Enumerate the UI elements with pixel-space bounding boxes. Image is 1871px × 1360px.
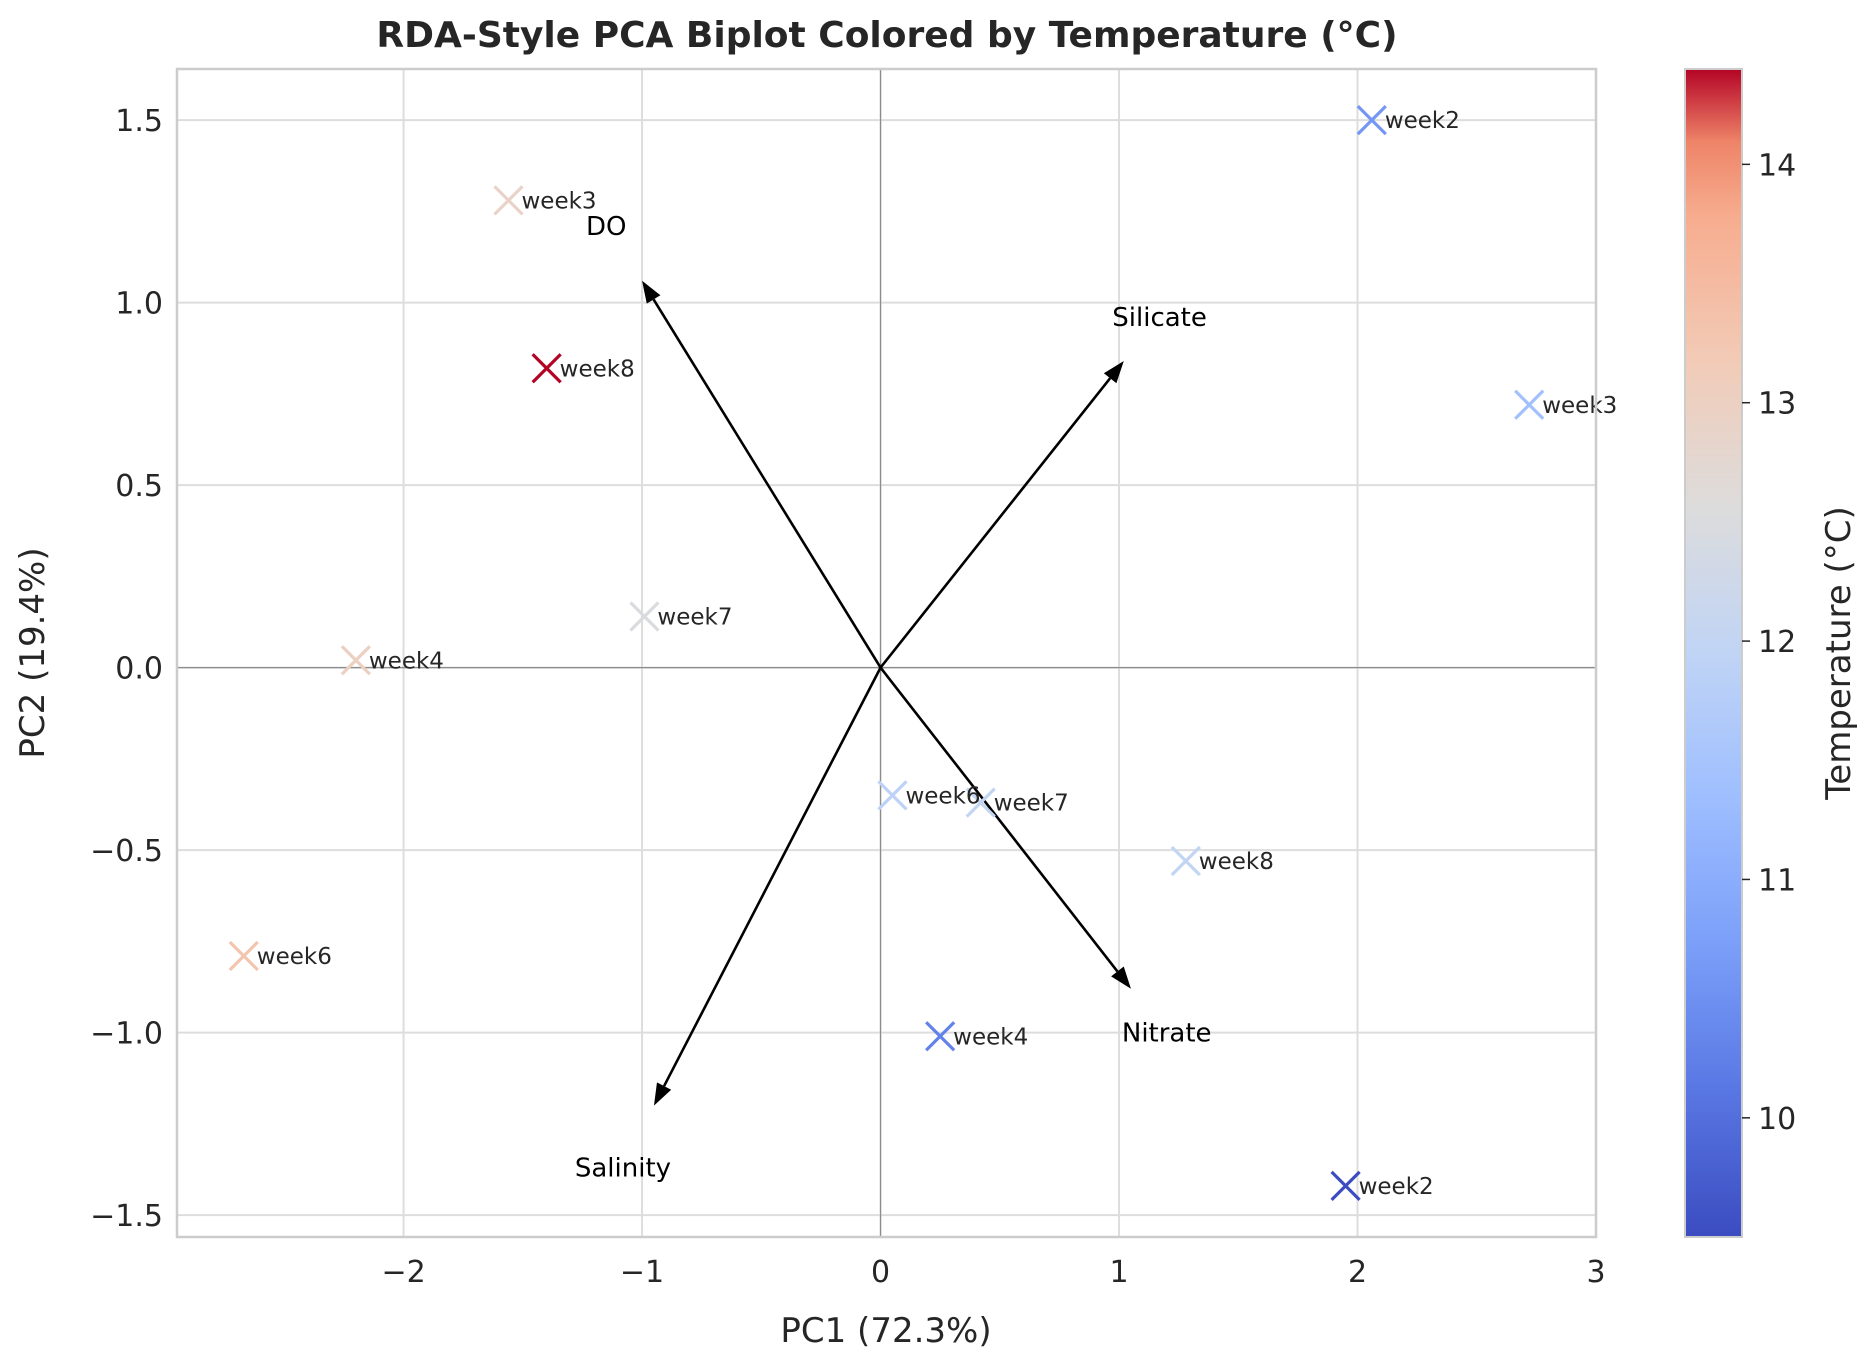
colorbar-title: Temperature (°C): [1819, 506, 1859, 800]
data-point: [877, 780, 908, 811]
point-marker-stroke: [965, 787, 996, 818]
point-marker-stroke: [340, 645, 371, 676]
loading-arrowhead: [1111, 966, 1131, 989]
data-point: [493, 185, 524, 216]
zero-lines: [177, 69, 1596, 1237]
y-tick-label: −1.0: [90, 1017, 163, 1052]
loading-label: DO: [586, 212, 627, 242]
colorbar-tick-label: 10: [1758, 1102, 1796, 1137]
loading-arrow-line: [652, 298, 882, 669]
score-points: [228, 104, 1545, 1202]
loading-arrow-line: [879, 377, 1112, 669]
point-marker-stroke: [877, 780, 908, 811]
data-point: [340, 645, 371, 676]
loading-label: Nitrate: [1122, 1019, 1212, 1049]
point-marker-stroke: [1330, 1170, 1361, 1202]
point-label: week4: [369, 648, 444, 674]
y-tick-label: −0.5: [90, 834, 163, 869]
loading-arrowhead: [653, 1082, 672, 1106]
colorbar-tick-label: 11: [1758, 863, 1796, 898]
x-tick-label: −1: [620, 1255, 664, 1290]
point-marker-stroke: [1356, 104, 1387, 136]
loading-arrowhead: [642, 280, 661, 304]
y-tick-label: 1.5: [115, 104, 163, 139]
data-point: [925, 1021, 956, 1052]
loading-labels: DO Silicate Nitrate Salinity: [575, 212, 1212, 1184]
data-point: [965, 787, 996, 818]
point-label: week3: [521, 188, 596, 214]
y-tick-label: 0.5: [115, 469, 163, 504]
x-axis-title: PC1 (72.3%): [780, 1311, 991, 1351]
data-point: [228, 940, 259, 972]
plot-frame: [175, 67, 1598, 1239]
data-point: [1514, 389, 1545, 420]
point-marker-stroke: [1514, 389, 1545, 420]
colorbar-tick-label: 13: [1758, 387, 1796, 422]
point-marker-stroke: [531, 353, 562, 384]
point-label: week7: [994, 791, 1069, 817]
point-marker-stroke: [1170, 845, 1201, 877]
point-marker-stroke: [925, 1021, 956, 1052]
point-label: week2: [1385, 108, 1460, 134]
chart-title: RDA-Style PCA Biplot Colored by Temperat…: [376, 15, 1397, 56]
x-tick-label: −2: [381, 1255, 425, 1290]
point-label: week8: [560, 356, 635, 382]
x-axis-ticks: −2 −1 0 1 2 3: [381, 1255, 1605, 1290]
loading-label: Silicate: [1112, 303, 1207, 333]
point-label: week8: [1199, 849, 1274, 875]
data-point: [1330, 1170, 1361, 1202]
y-axis-title: PC2 (19.4%): [13, 547, 53, 758]
loading-arrowhead: [1103, 361, 1124, 384]
colorbar-tick-label: 14: [1758, 148, 1796, 183]
x-tick-label: 0: [871, 1255, 890, 1290]
x-tick-label: 2: [1348, 1255, 1367, 1290]
point-marker-stroke: [629, 601, 660, 632]
point-label: week6: [257, 944, 332, 970]
loading-arrows: [642, 280, 1131, 1106]
x-tick-label: 1: [1109, 1255, 1128, 1290]
y-tick-label: 1.0: [115, 287, 163, 322]
colorbar-tick-label: 12: [1758, 625, 1796, 660]
colorbar: [1684, 68, 1743, 1238]
point-marker-stroke: [493, 185, 524, 216]
y-tick-label: 0.0: [115, 652, 163, 687]
y-tick-label: −1.5: [90, 1199, 163, 1234]
loading-arrow-line: [662, 667, 882, 1087]
data-point: [531, 353, 562, 384]
loading-arrow-line: [879, 666, 1119, 973]
data-point: [1356, 104, 1387, 136]
point-label: week7: [657, 605, 732, 631]
data-point: [629, 601, 660, 632]
data-point: [1170, 845, 1201, 877]
point-labels: week2 week3 week8 week3 week7 week4 week6 week7…: [257, 108, 1618, 1200]
point-label: week3: [1542, 393, 1617, 419]
point-label: week4: [953, 1024, 1028, 1050]
loading-label: Salinity: [575, 1154, 671, 1184]
colorbar-ticks: 10 11 12 13 14: [1742, 148, 1796, 1137]
point-label: week2: [1359, 1174, 1434, 1200]
x-tick-label: 3: [1586, 1255, 1605, 1290]
point-marker-stroke: [228, 940, 259, 972]
point-label: week6: [905, 783, 980, 809]
y-axis-ticks: −1.5 −1.0 −0.5 0.0 0.5 1.0 1.5: [90, 104, 163, 1234]
